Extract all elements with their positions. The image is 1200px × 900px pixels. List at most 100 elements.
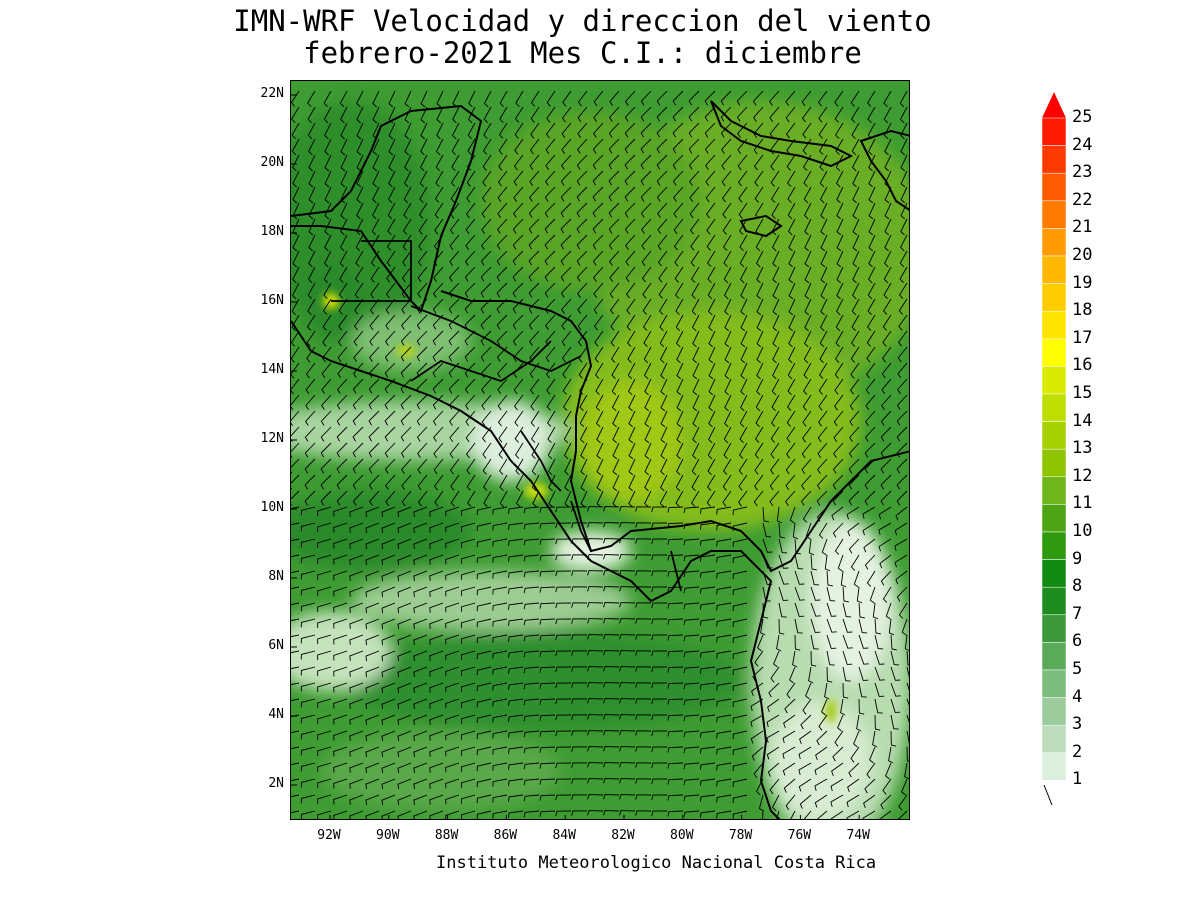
wind-barb xyxy=(579,410,588,428)
wind-barb xyxy=(512,330,524,346)
wind-barb xyxy=(580,442,588,460)
wind-barb xyxy=(592,202,604,218)
wind-barb xyxy=(449,266,460,282)
wind-barb xyxy=(760,618,766,636)
wind-barb xyxy=(707,442,716,460)
wind-barb xyxy=(492,778,508,787)
wind-barb xyxy=(561,298,572,314)
wind-barb xyxy=(352,490,364,506)
wind-barb xyxy=(352,378,364,394)
wind-barb xyxy=(480,298,492,314)
wind-barb xyxy=(320,410,332,426)
wind-barb xyxy=(619,602,636,608)
wind-barb xyxy=(676,458,684,476)
wind-barb xyxy=(880,474,892,490)
wind-barb xyxy=(667,698,684,705)
wind-barb xyxy=(786,154,796,171)
wind-barb xyxy=(758,794,764,812)
wind-barb xyxy=(628,410,636,428)
wind-barb xyxy=(852,186,860,204)
wind-barb xyxy=(461,762,476,772)
wind-barb xyxy=(732,650,748,660)
wind-barb xyxy=(820,282,828,300)
wind-barb xyxy=(769,122,780,139)
wind-barb xyxy=(514,122,524,139)
wind-barb xyxy=(401,458,412,474)
wind-barb xyxy=(340,218,348,236)
wind-barb xyxy=(397,682,412,694)
wind-barb xyxy=(305,362,316,379)
wind-barb xyxy=(356,138,364,156)
wind-barb xyxy=(349,554,364,565)
wind-barb xyxy=(523,666,540,674)
wind-barb xyxy=(635,570,652,576)
wind-barb xyxy=(776,506,783,524)
wind-barb xyxy=(349,538,364,549)
wind-barb xyxy=(884,170,892,188)
wind-barb xyxy=(324,218,332,236)
wind-barb xyxy=(882,346,892,363)
wind-barb xyxy=(413,650,428,662)
wind-barb xyxy=(826,650,835,666)
wind-barb xyxy=(445,602,460,613)
wind-barb xyxy=(384,410,396,426)
wind-barb xyxy=(388,106,396,124)
wind-barb xyxy=(660,378,668,396)
wind-barb xyxy=(881,394,892,410)
legend-swatch xyxy=(1041,310,1067,340)
wind-barb xyxy=(370,250,380,267)
wind-barb xyxy=(562,378,572,395)
wind-barb xyxy=(848,538,860,554)
wind-barb xyxy=(635,698,652,704)
wind-barb xyxy=(429,746,444,757)
wind-barb xyxy=(561,138,572,155)
wind-barb xyxy=(810,602,821,617)
wind-barb xyxy=(397,586,412,598)
wind-barb xyxy=(577,106,588,123)
wind-barb xyxy=(739,266,748,284)
wind-barb xyxy=(448,346,460,362)
wind-barb xyxy=(874,682,885,697)
wind-barb xyxy=(692,426,700,444)
wind-barb xyxy=(818,410,828,427)
wind-barb xyxy=(291,554,300,558)
wind-barb xyxy=(866,762,876,779)
lat-label: 12N xyxy=(260,431,284,446)
wind-barb xyxy=(656,154,668,170)
wind-barb xyxy=(628,442,636,460)
wind-barb xyxy=(894,554,908,568)
wind-barb xyxy=(896,442,908,458)
legend-swatch xyxy=(1041,117,1067,146)
wind-barb xyxy=(820,218,828,236)
wind-barb xyxy=(723,250,732,268)
wind-barb xyxy=(498,426,508,443)
wind-barb xyxy=(651,682,668,689)
wind-barb xyxy=(291,442,300,458)
wind-barb xyxy=(732,698,748,708)
lat-label: 2N xyxy=(268,776,284,791)
lon-label: 82W xyxy=(611,828,635,843)
wind-barb xyxy=(508,522,524,530)
wind-barb xyxy=(900,170,908,188)
wind-barb xyxy=(624,218,636,234)
wind-barb xyxy=(756,282,764,300)
wind-barb xyxy=(819,138,828,155)
wind-barb xyxy=(651,602,668,609)
wind-barb xyxy=(688,154,700,170)
wind-barb xyxy=(906,666,909,678)
wind-barb xyxy=(381,538,396,550)
wind-barb xyxy=(782,762,796,776)
wind-barb xyxy=(820,314,828,332)
wind-barb xyxy=(371,234,380,252)
wind-barb xyxy=(898,298,908,315)
wind-barb xyxy=(480,266,492,282)
wind-barb xyxy=(461,586,476,596)
wind-barb xyxy=(619,714,636,720)
wind-barb xyxy=(539,730,556,737)
wind-barb xyxy=(539,522,556,529)
wind-barb xyxy=(817,426,828,443)
wind-barb xyxy=(291,474,300,490)
legend-label: 22 xyxy=(1072,189,1093,210)
wind-barb xyxy=(481,234,492,250)
wind-barb xyxy=(593,314,604,331)
